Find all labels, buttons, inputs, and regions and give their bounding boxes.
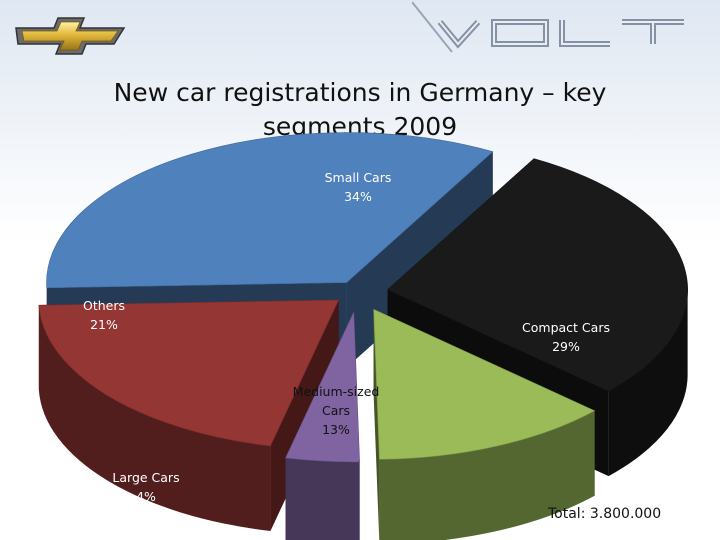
slice-label-medium-sized-cars: Medium-sized Cars 13% — [293, 384, 380, 437]
pie-slice-group — [373, 308, 596, 540]
pie-slice-medium-sized-cars — [373, 308, 596, 460]
pie-slice-group — [285, 311, 360, 540]
chevrolet-logo — [15, 17, 126, 55]
pie-slice-wall — [373, 309, 380, 540]
slice-label-others: Others 21% — [83, 298, 125, 332]
pie-slice-others — [38, 299, 340, 447]
slice-label-large-cars: Large Cars 4% — [112, 470, 179, 504]
pie-slice-large-cars — [285, 311, 360, 463]
pie-slice-small-cars — [46, 132, 494, 289]
pie-slice-side — [38, 305, 271, 532]
pie-slice-side — [285, 457, 360, 540]
pie-slice-side — [608, 289, 688, 477]
pie-slice-group — [38, 299, 340, 532]
slice-label-small-cars: Small Cars 34% — [325, 170, 392, 204]
pie-slice-side — [379, 410, 595, 540]
total-label: Total: 3.800.000 — [548, 506, 662, 522]
pie-slice-compact-cars — [387, 158, 688, 392]
volt-logo — [412, 1, 684, 53]
slice-label-compact-cars: Compact Cars 29% — [522, 320, 610, 354]
